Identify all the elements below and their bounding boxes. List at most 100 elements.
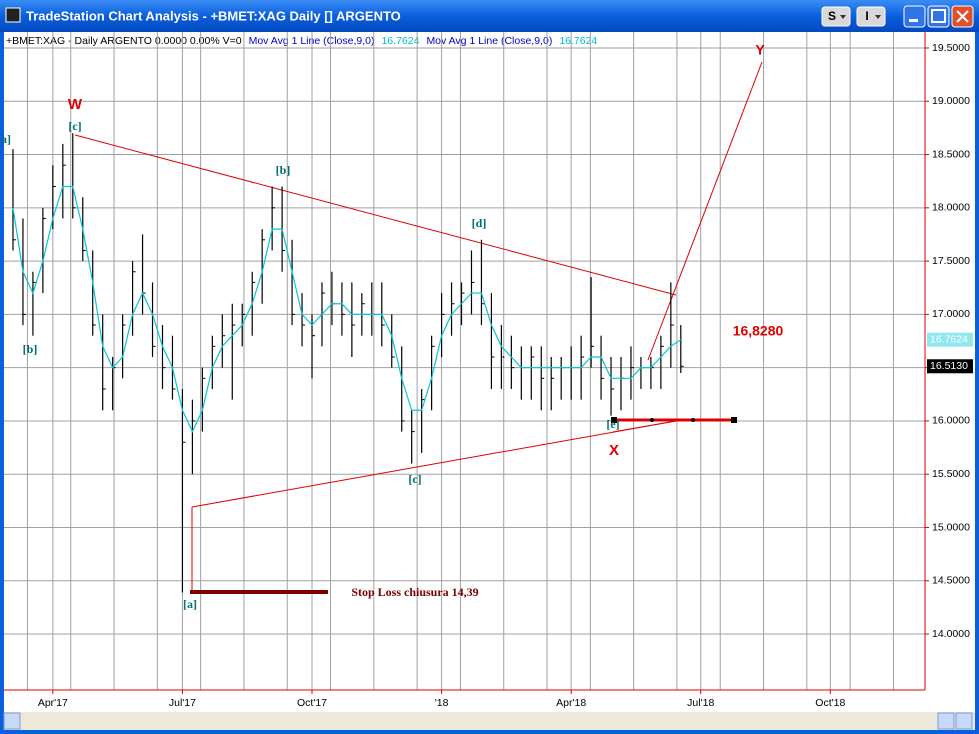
wave-annotation: a] [1,132,11,146]
minimize-button[interactable] [903,5,926,28]
price-bar [670,282,674,368]
line-handle [731,417,737,423]
price-bar [421,388,425,453]
maximize-icon [931,9,946,23]
s-button[interactable] [821,6,851,27]
scroll-thumb[interactable] [937,712,955,730]
close-icon [956,10,969,23]
y-tick-label: 18.5000 [932,148,970,160]
status-segment: +BMET:XAG - Daily ARGENTO 0.0000 0.00% V… [6,35,242,47]
x-tick-label: Jul'18 [687,697,714,709]
line-node [691,418,695,422]
price-bar [680,325,684,373]
wave-annotation: [d] [472,216,487,230]
dropdown-arrow [840,15,846,19]
price-bar [12,149,16,251]
scroll-right[interactable] [955,712,973,730]
price-bar [291,239,296,326]
price-bar [630,346,634,400]
app-icon [5,7,21,23]
ma-marker [927,332,973,347]
wave-annotation: Stop Loss chiusura 14,39 [351,585,478,599]
price-bar [151,282,156,358]
price-bar [590,277,595,368]
price-bar [510,335,515,389]
price-bar [540,346,545,411]
x-tick-label: Jul'17 [169,697,196,709]
scroll-left[interactable] [3,712,21,730]
price-bar [131,261,136,336]
trend-line [647,61,763,361]
x-tick-label: '18 [435,697,449,709]
price-bar [191,399,196,475]
status-segment: 16.7624 [559,35,597,47]
price-bar [530,346,535,400]
y-tick-label: 17.5000 [932,255,970,267]
wave-annotation: [e] [606,417,619,431]
price-bar [92,250,96,336]
y-tick-label: 19.0000 [932,95,970,107]
price-bar [32,271,36,336]
price-bar [490,293,495,389]
i-button[interactable] [856,6,886,27]
s-button-label[interactable]: S [828,9,836,23]
price-bar [122,314,126,379]
price-bar [181,388,186,593]
price-bar [231,303,236,400]
price-bar [102,314,106,411]
status-segment: 16.7624 [381,35,419,47]
y-tick-label: 15.0000 [932,521,970,533]
line-handle [611,417,617,423]
wave-annotation: 16,8280 [733,323,784,339]
y-tick-label: 16.0000 [932,415,970,427]
wave-annotation: [c] [408,472,421,486]
i-button-label[interactable]: I [865,9,868,23]
price-bar [42,207,46,294]
close-marker-label: 16.5130 [930,360,968,372]
price-bar [261,229,266,304]
window-title: TradeStation Chart Analysis - +BMET:XAG … [26,8,401,23]
price-bar [221,314,226,368]
price-bar [62,143,66,219]
price-bar [480,239,485,326]
y-tick-label: 17.0000 [932,308,970,320]
status-segment: Mov Avg 1 Line (Close,9,0) [426,35,552,47]
wave-annotation: [a] [183,597,197,611]
trend-line [191,420,677,508]
price-bar [431,335,435,411]
x-tick-label: Oct'18 [815,697,845,709]
price-bar [450,282,455,336]
y-tick-label: 18.0000 [932,202,970,214]
x-tick-label: Apr'18 [556,697,586,709]
price-bar [470,250,475,315]
title-bar [0,0,979,32]
price-bar [72,133,76,219]
price-bar [411,410,415,464]
scrollbar[interactable] [4,712,975,730]
wave-annotation: [c] [68,119,81,133]
y-tick-label: 14.5000 [932,575,970,587]
dropdown-arrow [875,15,881,19]
price-bar [161,325,166,389]
price-bar [271,186,276,251]
wave-annotation: W [68,96,83,113]
price-bar [301,293,306,347]
price-bar [211,335,216,389]
price-bar [351,282,355,358]
price-bar [401,346,405,432]
price-bar [610,357,615,416]
status-line: +BMET:XAG - Daily ARGENTO 0.0000 0.00% V… [6,35,597,47]
wave-annotation: [b] [276,163,291,177]
line-node [650,418,654,422]
x-tick-label: Apr'17 [38,697,68,709]
price-bar [500,325,505,389]
plot: 14.000014.500015.000015.500016.000016.50… [1,32,973,709]
x-tick-label: Oct'17 [297,697,327,709]
price-bar [341,282,345,336]
wave-annotation: [b] [23,342,38,356]
chart-area [4,32,975,730]
price-bar [391,314,395,368]
y-tick-label: 19.5000 [932,42,970,54]
